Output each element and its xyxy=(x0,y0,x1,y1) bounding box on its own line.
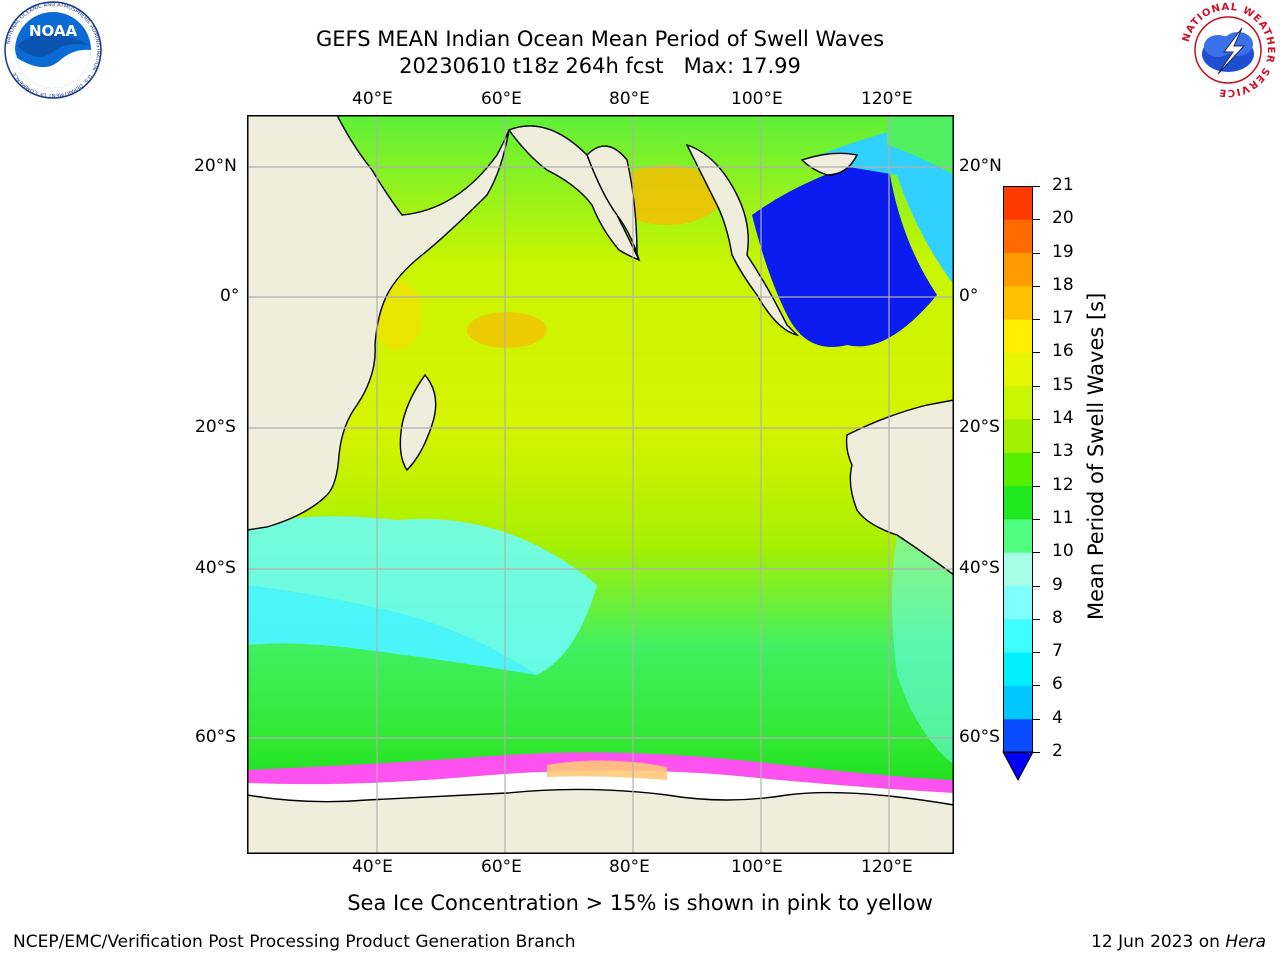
colorbar-tick-mark xyxy=(1033,219,1040,221)
scs-region xyxy=(752,155,937,347)
colorbar-tick-9: 9 xyxy=(1052,574,1063,595)
colorbar-tick-13: 13 xyxy=(1052,441,1074,462)
colorbar-tick-16: 16 xyxy=(1052,341,1074,362)
land xyxy=(247,115,954,854)
forecast-info: 20230610 t18z 264h fcst Max: 17.99 xyxy=(399,54,801,78)
colorbar-tick-20: 20 xyxy=(1052,208,1074,229)
colorbar-tick-19: 19 xyxy=(1052,241,1074,262)
lon-label-60e-bottom: 60°E xyxy=(481,857,522,877)
colorbar-tick-4: 4 xyxy=(1052,707,1063,728)
map-border xyxy=(247,115,954,854)
colorbar-tick-8: 8 xyxy=(1052,607,1063,628)
lon-label-100e-top: 100°E xyxy=(731,89,783,109)
colorbar-tick-mark xyxy=(1033,285,1040,287)
graticule xyxy=(247,115,954,854)
colorbar-tick-mark xyxy=(1033,452,1040,454)
colorbar-tick-mark xyxy=(1033,518,1040,520)
lat-label-0-right: 0° xyxy=(959,286,979,306)
colorbar-band-18 xyxy=(1003,252,1033,287)
colorbar-tick-mark xyxy=(1033,419,1040,421)
colorbar-band-10 xyxy=(1003,518,1033,553)
colorbar-band-11 xyxy=(1003,485,1033,520)
noaa-logo: NOAA NATIONAL OCEANIC AND ATMOSPHERIC AD… xyxy=(4,1,102,99)
colorbar-tick-mark xyxy=(1033,485,1040,487)
producer-credit: NCEP/EMC/Verification Post Processing Pr… xyxy=(13,932,576,952)
madagascar xyxy=(399,373,437,472)
colorbar-tick-12: 12 xyxy=(1052,474,1074,495)
colorbar-band-12 xyxy=(1003,452,1033,487)
colorbar-band-14 xyxy=(1003,385,1033,420)
southeast-asia xyxy=(685,143,800,337)
colorbar-tick-mark xyxy=(1033,186,1040,187)
colorbar-band-20 xyxy=(1003,186,1033,220)
sea-ice-edge xyxy=(247,752,954,793)
colorbar-band-13 xyxy=(1003,419,1033,453)
lon-label-40e-top: 40°E xyxy=(352,89,393,109)
lat-label-40s-right: 40°S xyxy=(959,558,1000,578)
africa xyxy=(247,115,510,531)
antarctica xyxy=(247,788,954,854)
colorbar-tick-mark xyxy=(1033,585,1040,587)
lat-label-60s-left: 60°S xyxy=(195,727,236,747)
colorbar-tick-21: 21 xyxy=(1052,175,1074,195)
nws-logo: NATIONAL WEATHER SERVICE xyxy=(1181,2,1275,98)
lon-label-120e-top: 120°E xyxy=(861,89,913,109)
colorbar-tick-mark xyxy=(1033,718,1040,720)
colorbar-tick-14: 14 xyxy=(1052,408,1074,429)
colorbar-tick-6: 6 xyxy=(1052,674,1063,695)
colorbar-label: Mean Period of Swell Waves [s] xyxy=(1084,292,1108,620)
lat-label-40s-left: 40°S xyxy=(195,558,236,578)
lon-label-60e-top: 60°E xyxy=(481,89,522,109)
colorbar-tick-18: 18 xyxy=(1052,274,1074,295)
colorbar-band-6 xyxy=(1003,652,1033,686)
colorbar-band-2 xyxy=(1003,718,1033,753)
lat-label-20n-right: 20°N xyxy=(959,156,1002,176)
sea-ice-note: Sea Ice Concentration > 15% is shown in … xyxy=(347,891,933,915)
lon-label-120e-bottom: 120°E xyxy=(861,857,913,877)
colorbar-tick-7: 7 xyxy=(1052,641,1063,662)
colorbar-tick-mark xyxy=(1033,252,1040,254)
host-name: Hera xyxy=(1225,932,1266,952)
colorbar-band-17 xyxy=(1003,285,1033,320)
lat-label-60s-right: 60°S xyxy=(959,727,1000,747)
colorbar-tick-mark xyxy=(1033,552,1040,554)
colorbar-tick-mark xyxy=(1033,319,1040,321)
lat-label-0-left: 0° xyxy=(220,286,240,306)
colorbar-tick-10: 10 xyxy=(1052,541,1074,562)
lon-label-40e-bottom: 40°E xyxy=(352,857,393,877)
colorbar-under-arrow xyxy=(1002,751,1034,782)
australia xyxy=(845,399,954,576)
lat-label-20s-left: 20°S xyxy=(195,417,236,437)
colorbar-band-15 xyxy=(1003,352,1033,387)
colorbar-tick-2: 2 xyxy=(1052,741,1063,761)
colorbar-tick-mark xyxy=(1033,385,1040,387)
colorbar-tick-mark xyxy=(1033,652,1040,654)
map-title: GEFS MEAN Indian Ocean Mean Period of Sw… xyxy=(315,27,885,51)
colorbar-tick-mark xyxy=(1033,618,1040,620)
colorbar-band-4 xyxy=(1003,685,1033,720)
colorbar-band-16 xyxy=(1003,319,1033,353)
colorbar-tick-15: 15 xyxy=(1052,374,1074,395)
colorbar xyxy=(1002,186,1034,782)
colorbar-band-7 xyxy=(1003,618,1033,653)
colorbar-band-8 xyxy=(1003,585,1033,620)
colorbar-tick-11: 11 xyxy=(1052,507,1074,528)
generation-date: 12 Jun 2023 on Hera xyxy=(1091,932,1266,952)
lon-label-100e-bottom: 100°E xyxy=(731,857,783,877)
lat-label-20n-left: 20°N xyxy=(194,156,237,176)
colorbar-band-19 xyxy=(1003,219,1033,254)
colorbar-band-9 xyxy=(1003,552,1033,587)
colorbar-tick-mark xyxy=(1033,352,1040,354)
svg-text:NOAA: NOAA xyxy=(29,22,78,40)
colorbar-tick-mark xyxy=(1033,752,1040,753)
colorbar-tick-mark xyxy=(1033,685,1040,687)
lon-label-80e-top: 80°E xyxy=(609,89,650,109)
lat-label-20s-right: 20°S xyxy=(959,417,1000,437)
colorbar-tick-17: 17 xyxy=(1052,308,1074,329)
lon-label-80e-bottom: 80°E xyxy=(609,857,650,877)
map-area xyxy=(247,115,954,854)
